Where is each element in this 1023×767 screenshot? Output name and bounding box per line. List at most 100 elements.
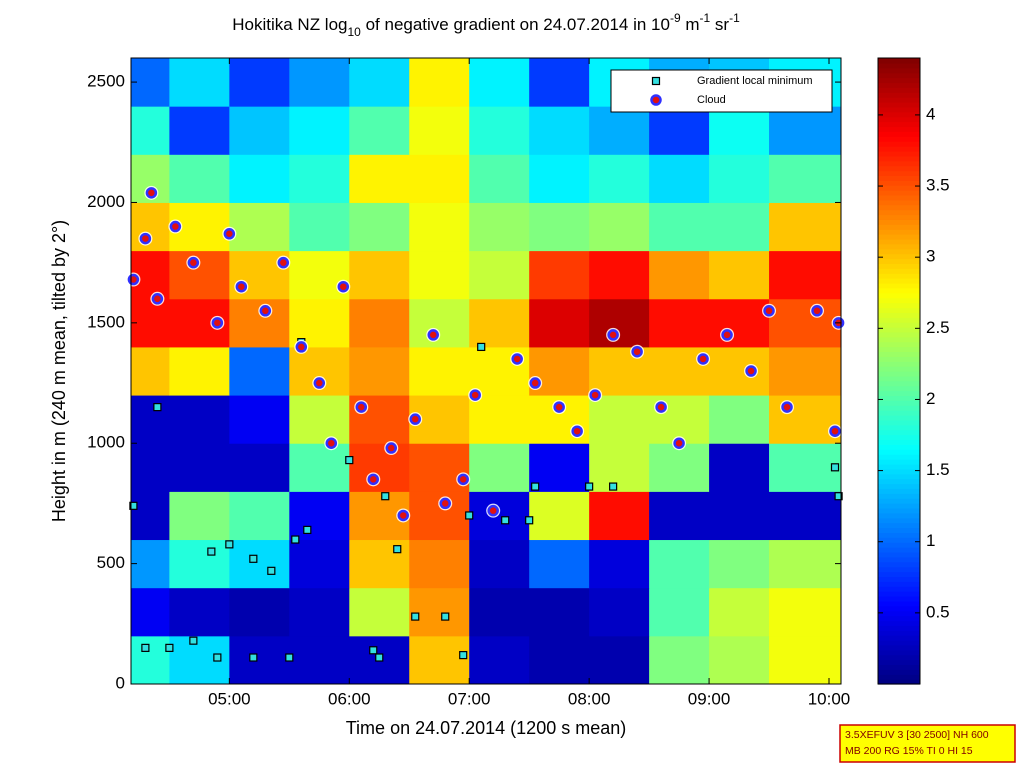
colorbar-segment	[878, 361, 920, 367]
colorbar-segment	[878, 238, 920, 245]
heatmap-cell	[469, 491, 530, 541]
colorbar-segment	[878, 297, 920, 304]
heatmap-cell	[529, 298, 590, 348]
heatmap-cell	[769, 250, 842, 300]
gradient-minimum-point	[189, 636, 198, 645]
colorbar-tick-label: 2	[926, 389, 935, 408]
colorbar-segment	[878, 229, 920, 235]
heatmap-cell	[769, 106, 842, 155]
y-tick-label: 2500	[87, 72, 125, 91]
heatmap-cell	[769, 395, 842, 444]
gradient-minimum-point	[267, 566, 276, 575]
colorbar-segment	[878, 576, 920, 582]
colorbar-segment	[878, 649, 920, 656]
cloud-point	[781, 401, 793, 413]
info-text: 3.5XEFUV 3 [30 2500] NH 600	[845, 729, 989, 741]
heatmap-cell	[409, 298, 470, 348]
cloud-point	[439, 497, 451, 510]
heatmap-cell	[169, 539, 230, 589]
heatmap-cell	[409, 154, 470, 203]
heatmap-cell	[709, 539, 770, 589]
cloud-point	[397, 509, 409, 522]
colorbar-segment	[878, 605, 920, 612]
heatmap-cell	[229, 154, 290, 203]
colorbar-segment	[878, 551, 920, 558]
colorbar-segment	[878, 214, 920, 220]
colorbar-segment	[878, 463, 920, 470]
gradient-minimum-point	[477, 342, 486, 352]
heatmap-cell	[649, 298, 710, 348]
heatmap-cell	[349, 250, 410, 300]
heatmap-cell	[289, 154, 350, 203]
cloud-point	[655, 401, 667, 413]
colorbar-segment	[878, 317, 920, 323]
heatmap-cell	[469, 443, 530, 492]
y-tick-label: 0	[116, 673, 125, 692]
cloud-point	[529, 377, 541, 389]
colorbar-segment	[878, 429, 920, 436]
heatmap-cell	[709, 106, 770, 155]
heatmap-cell	[289, 443, 350, 492]
colorbar-segment	[878, 639, 920, 646]
colorbar-segment	[878, 522, 920, 529]
colorbar-segment	[878, 468, 920, 475]
colorbar-segment	[878, 111, 920, 118]
colorbar-segment	[878, 498, 920, 504]
heatmap-cell	[229, 587, 290, 637]
heatmap-cell	[529, 58, 590, 107]
colorbar-segment	[878, 219, 920, 225]
colorbar-segment	[878, 263, 920, 269]
heatmap-cell	[409, 250, 470, 300]
colorbar-segment	[878, 507, 920, 514]
heatmap-cell	[649, 202, 710, 252]
heatmap-cell	[229, 539, 290, 589]
heatmap-cell	[469, 298, 530, 348]
gradient-minimum-point	[525, 516, 534, 525]
y-axis-label: Height in m (240 m mean, tilted by 2°)	[49, 220, 69, 522]
gradient-minimum-point	[225, 540, 234, 549]
heatmap-cell	[529, 154, 590, 203]
colorbar-segment	[878, 194, 920, 201]
heatmap-cell	[469, 635, 530, 685]
colorbar-segment	[878, 473, 920, 480]
gradient-minimum-point	[531, 482, 540, 491]
colorbar-segment	[878, 165, 920, 172]
heatmap-cell	[649, 491, 710, 541]
colorbar-segment	[878, 273, 920, 279]
colorbar-segment	[878, 620, 920, 626]
colorbar-segment	[878, 253, 920, 260]
gradient-minimum-point	[411, 612, 420, 621]
heatmap-cell	[349, 154, 410, 203]
heatmap-cell	[131, 443, 170, 492]
y-tick-label: 500	[97, 553, 125, 572]
colorbar-segment	[878, 121, 920, 128]
heatmap-cell	[349, 298, 410, 348]
colorbar-segment	[878, 326, 920, 333]
legend-box	[610, 69, 833, 113]
heatmap-cell	[349, 346, 410, 396]
x-tick-label: 10:00	[808, 689, 851, 708]
heatmap-cell	[469, 539, 530, 589]
gradient-minimum-point	[345, 455, 354, 465]
colorbar-segment	[878, 400, 920, 406]
colorbar-segment	[878, 82, 920, 88]
cloud-point	[697, 353, 709, 365]
heatmap-cell	[169, 58, 230, 107]
cloud-point	[457, 473, 469, 486]
cloud-point	[367, 473, 380, 486]
gradient-minimum-point	[651, 76, 661, 86]
heatmap-cell	[469, 395, 530, 444]
colorbar-segment	[878, 669, 920, 675]
colorbar-segment	[878, 336, 920, 343]
colorbar-segment	[878, 385, 920, 392]
cloud-point	[211, 317, 224, 329]
colorbar-segment	[878, 610, 920, 617]
gradient-minimum-point	[585, 482, 594, 491]
colorbar-segment	[878, 654, 920, 661]
colorbar-segment	[878, 415, 920, 421]
heatmap-cell	[289, 491, 350, 541]
colorbar-segment	[878, 454, 920, 460]
colorbar-segment	[878, 478, 920, 485]
plot-frame	[130, 57, 842, 685]
heatmap-cell	[469, 154, 530, 203]
